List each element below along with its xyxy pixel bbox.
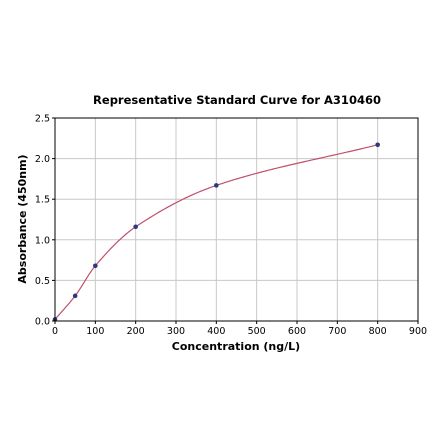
y-tick-label: 0.5 (35, 276, 50, 287)
x-tick-label: 700 (328, 326, 346, 337)
x-tick-label: 200 (127, 326, 145, 337)
x-tick-label: 600 (288, 326, 306, 337)
x-tick-label: 0 (52, 326, 58, 337)
data-point (133, 224, 138, 230)
x-tick-label: 800 (369, 326, 387, 337)
y-tick-label: 0.0 (35, 317, 50, 328)
y-tick-label: 1.0 (35, 235, 50, 246)
x-axis-label: Concentration (ng/L) (172, 340, 300, 353)
x-axis-ticks: 0 100 200 300 400 500 600 700 800 900 (52, 321, 427, 337)
data-point (214, 183, 219, 188)
x-tick-label: 900 (409, 326, 427, 337)
data-point (375, 142, 380, 148)
y-axis-ticks: 0.0 0.5 1.0 1.5 2.0 2.5 (35, 114, 55, 328)
chart-title: Representative Standard Curve for A31046… (93, 93, 381, 107)
y-tick-label: 1.5 (35, 195, 50, 206)
x-tick-label: 300 (167, 326, 185, 337)
data-point (93, 263, 98, 269)
y-tick-label: 2.0 (35, 154, 50, 165)
data-point (72, 293, 78, 299)
y-axis-label: Absorbance (450nm) (16, 154, 29, 283)
x-tick-label: 400 (207, 326, 225, 337)
x-tick-label: 100 (86, 326, 104, 337)
x-tick-label: 500 (248, 326, 266, 337)
y-tick-label: 2.5 (35, 114, 50, 125)
plot-frame (54, 117, 419, 322)
